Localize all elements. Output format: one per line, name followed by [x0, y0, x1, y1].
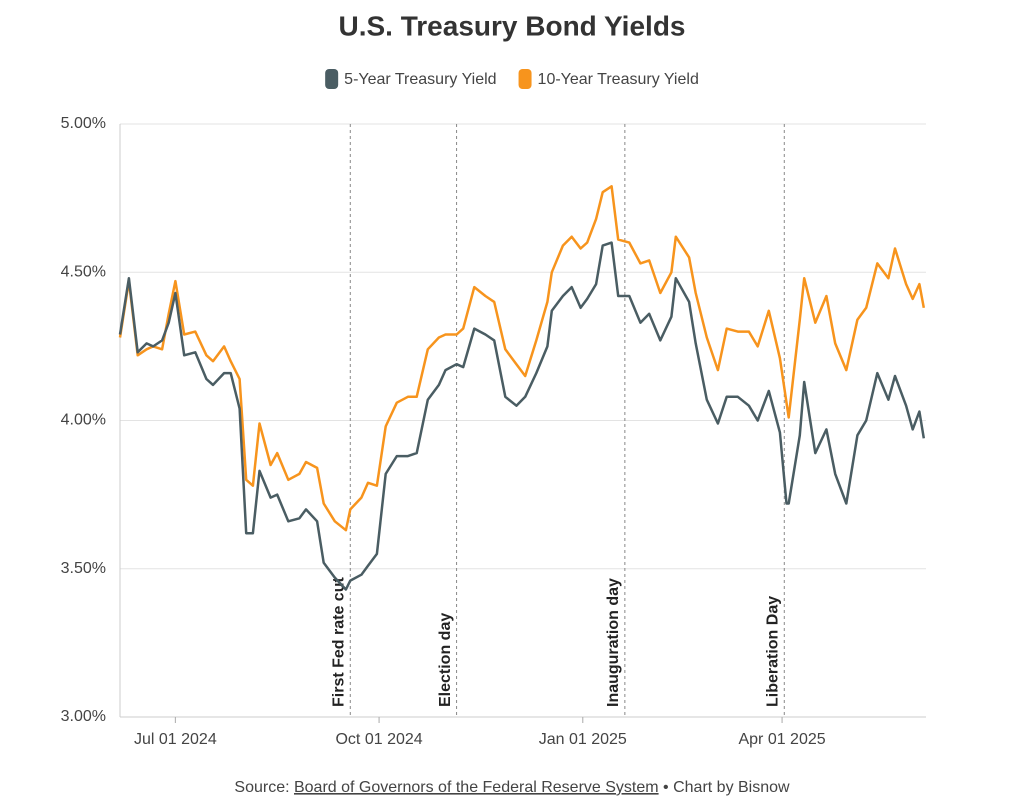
- source-prefix: Source:: [234, 779, 289, 796]
- source-link[interactable]: Board of Governors of the Federal Reserv…: [294, 779, 659, 796]
- legend: 5-Year Treasury Yield 10-Year Treasury Yi…: [325, 69, 699, 89]
- y-tick-label: 4.00%: [61, 412, 106, 429]
- legend-label: 5-Year Treasury Yield: [344, 71, 496, 88]
- legend-swatch: [518, 69, 532, 89]
- source-note: Source: Board of Governors of the Federa…: [234, 779, 790, 796]
- series-line: [118, 241, 926, 591]
- x-tick-label: Oct 01 2024: [335, 731, 422, 748]
- chart-title: U.S. Treasury Bond Yields: [338, 10, 685, 41]
- y-tick-label: 4.50%: [61, 263, 106, 280]
- legend-label: 10-Year Treasury Yield: [538, 71, 699, 88]
- legend-item: 5-Year Treasury Yield: [325, 69, 497, 89]
- y-tick-label: 3.00%: [61, 708, 106, 725]
- annotation-label: Election day: [437, 613, 454, 707]
- y-tick-label: 5.00%: [61, 115, 106, 132]
- annotation-label: Liberation Day: [765, 596, 782, 707]
- x-tick-label: Jan 01 2025: [539, 731, 627, 748]
- x-tick-label: Jul 01 2024: [134, 731, 217, 748]
- x-tick-label: Apr 01 2025: [738, 731, 825, 748]
- source-suffix: • Chart by Bisnow: [663, 779, 790, 796]
- annotation-label: Inauguration day: [605, 578, 622, 707]
- annotation-label: First Fed rate cut: [331, 577, 348, 707]
- y-tick-label: 3.50%: [61, 560, 106, 577]
- legend-swatch: [325, 69, 339, 89]
- series-line: [118, 185, 926, 532]
- legend-item: 10-Year Treasury Yield: [518, 69, 699, 89]
